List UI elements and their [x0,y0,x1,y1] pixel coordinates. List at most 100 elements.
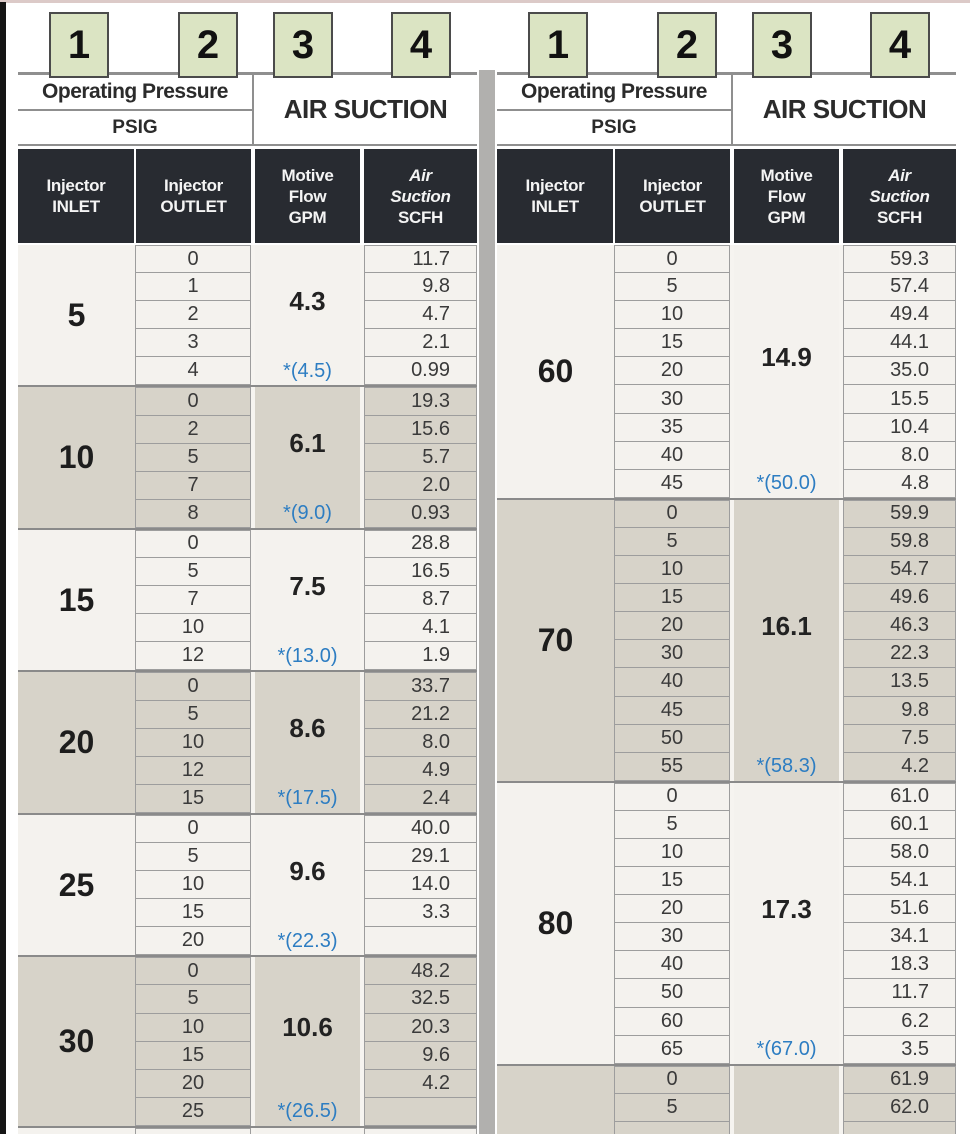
outlet-pressure-cell [135,1127,251,1134]
inlet-pressure-cell: 20 [58,724,95,761]
outlet-pressure-cell: 1 [135,273,251,302]
column-badge-2: 2 [178,12,238,78]
psig-header: PSIG [112,116,158,138]
column-gap [839,245,843,498]
column-gap [251,1127,255,1134]
outlet-pressure-cell: 15 [135,1041,251,1070]
operating-pressure-header: Operating Pressure [521,80,707,103]
air-suction-cell: 0.93 [364,499,477,528]
air-suction-cell: 40.0 [364,814,477,843]
air-suction-cell: 62.0 [843,1093,956,1122]
outlet-column: 0 5 10 15 20 [135,814,251,956]
max-outlet-note [734,1122,839,1134]
air-suction-cell [364,1097,477,1126]
column-gap [730,782,734,1064]
outlet-pressure-cell: 5 [135,700,251,729]
air-suction-cell: 4.7 [364,301,477,330]
air-suction-cell: 59.3 [843,245,956,274]
pressure-group-10: 10 0 2 5 7 8 6.1 *(9.0) 19.3 15.6 5.7 2.0 0.93 [18,385,477,528]
inlet-pressure-cell [18,1128,135,1134]
max-outlet-note: *(26.5) [277,1100,338,1123]
scfh-column: 61.0 60.1 58.0 54.1 51.6 34.1 18.3 11.7 6.2 3.5 [843,782,956,1064]
operating-pressure-underline [18,109,252,111]
outlet-column: 0 5 10 15 20 30 40 50 60 65 [614,782,730,1064]
motive-flow-value: 17.3 [761,893,812,924]
outlet-pressure-cell: 5 [135,985,251,1014]
scfh-column: 61.9 62.0 [843,1065,956,1134]
left-edge-bar [0,2,6,1134]
column-gap [251,814,255,956]
motive-flow-value: 10.6 [282,1012,333,1043]
air-suction-cell: 6.2 [843,1007,956,1036]
air-suction-cell: 51.6 [843,895,956,924]
air-suction-cell: 4.2 [843,752,956,781]
motive-flow-cell: 9.6 *(22.3) [255,815,360,955]
air-suction-cell: 18.3 [843,951,956,980]
outlet-pressure-cell: 0 [135,529,251,559]
inlet-pressure-cell: 5 [67,296,86,333]
inlet-pressure-cell [497,1066,614,1134]
psig-header: PSIG [591,116,637,138]
outlet-pressure-cell: 45 [614,469,730,498]
outlet-pressure-cell: 50 [614,724,730,753]
outlet-pressure-cell: 55 [614,752,730,781]
outlet-pressure-cell: 0 [135,957,251,986]
air-suction-cell: 21.2 [364,700,477,729]
air-suction-cell: 13.5 [843,668,956,697]
air-suction-cell: 2.4 [364,784,477,813]
outlet-pressure-cell: 10 [135,1013,251,1042]
pressure-table-left: 1 2 3 4 Operating Pressure PSIG AIR SUCT… [18,0,477,1134]
air-suction-cell [843,1121,956,1134]
air-suction-cell: 58.0 [843,838,956,868]
scfh-column: 59.9 59.8 54.7 49.6 46.3 22.3 13.5 9.8 7.5 4.2 [843,499,956,781]
air-suction-cell: 9.8 [364,273,477,302]
motive-flow-value: 9.6 [289,855,326,886]
air-suction-cell: 33.7 [364,672,477,701]
pressure-group-70: 70 0 5 10 15 20 30 40 45 50 55 16.1 *(58.3) 59.9 59.8 5… [497,497,956,781]
max-outlet-note [255,1128,360,1134]
outlet-pressure-cell: 0 [135,672,251,701]
motive-flow-cell: 8.6 *(17.5) [255,672,360,812]
column-gap [839,499,843,781]
air-suction-cell: 61.9 [843,1065,956,1094]
air-suction-cell: 11.7 [364,245,477,274]
air-suction-header: AIR SUCTION [283,94,448,124]
header-vertical-divider [252,72,254,146]
outlet-pressure-cell: 5 [135,842,251,872]
inlet-pressure-cell: 70 [537,621,574,658]
column-gap [730,245,734,498]
air-suction-cell: 28.8 [364,529,477,559]
outlet-pressure-cell: 0 [135,245,251,274]
air-suction-cell: 8.0 [364,728,477,757]
outlet-pressure-cell: 7 [135,471,251,500]
outlet-pressure-cell: 10 [614,301,730,330]
motive-flow-value: 6.1 [289,428,326,459]
pressure-group-20: 20 0 5 10 12 15 8.6 *(17.5) 33.7 21.2 8.0 4.9 2.4 [18,670,477,813]
outlet-pressure-cell: 40 [614,441,730,470]
header-bottom-rule [497,144,956,146]
scfh-column [364,1127,477,1134]
outlet-column: 0 5 10 15 20 30 40 45 50 55 [614,499,730,781]
column-badge-1: 1 [49,12,109,78]
outlet-pressure-cell: 30 [614,640,730,669]
air-suction-cell: 16.5 [364,558,477,587]
scfh-column: 59.3 57.4 49.4 44.1 35.0 15.5 10.4 8.0 4.8 [843,245,956,498]
column-badge-4: 4 [870,12,930,78]
inlet-pressure-cell: 30 [58,1023,95,1060]
air-suction-cell: 7.5 [843,724,956,753]
air-suction-cell: 44.1 [843,329,956,358]
pressure-group-15: 15 0 5 7 10 12 7.5 *(13.0) 28.8 16.5 8.7 4.1 1.9 [18,527,477,671]
air-suction-cell: 54.7 [843,556,956,585]
column-header-injector-inlet: Injector INLET [18,149,134,243]
air-suction-cell: 60.1 [843,810,956,839]
pressure-group-partial: 0 5 61.9 62.0 [497,1063,956,1134]
motive-flow-value: 14.9 [761,341,812,372]
outlet-pressure-cell: 5 [135,443,251,472]
air-suction-cell: 1.9 [364,642,477,671]
outlet-pressure-cell: 2 [135,415,251,444]
outlet-pressure-cell: 0 [135,387,251,416]
column-header-injector-outlet: Injector OUTLET [615,149,730,243]
outlet-column: 0 5 10 15 20 25 [135,957,251,1126]
